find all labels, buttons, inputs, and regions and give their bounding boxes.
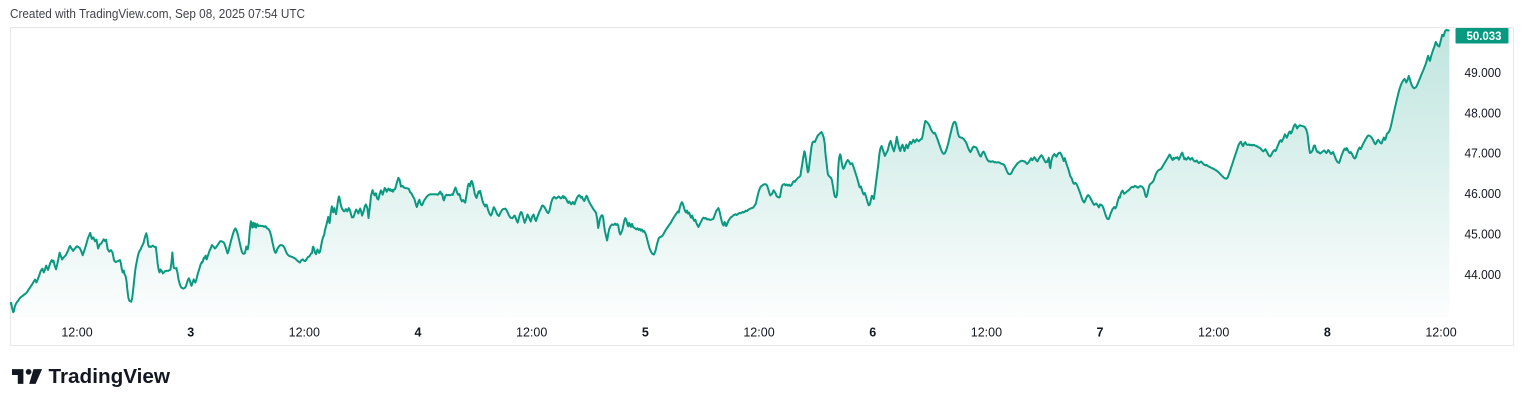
svg-text:46.000: 46.000 (1465, 187, 1502, 201)
svg-text:12:00: 12:00 (516, 326, 547, 340)
svg-text:12:00: 12:00 (971, 326, 1002, 340)
svg-text:12:00: 12:00 (1198, 326, 1229, 340)
svg-text:7: 7 (1097, 326, 1104, 340)
svg-text:8: 8 (1324, 326, 1331, 340)
svg-text:50.033: 50.033 (1467, 29, 1502, 43)
svg-text:12:00: 12:00 (289, 326, 320, 340)
svg-text:12:00: 12:00 (743, 326, 774, 340)
svg-text:12:00: 12:00 (1425, 326, 1456, 340)
svg-text:45.000: 45.000 (1465, 228, 1502, 242)
svg-text:48.000: 48.000 (1465, 106, 1502, 120)
svg-text:Created with TradingView.com,: Created with TradingView.com, Sep 08, 20… (10, 6, 305, 21)
svg-text:47.000: 47.000 (1465, 147, 1502, 161)
svg-text:49.000: 49.000 (1465, 66, 1502, 80)
svg-text:6: 6 (869, 326, 876, 340)
svg-text:44.000: 44.000 (1465, 268, 1502, 282)
svg-text:TradingView: TradingView (49, 365, 171, 388)
svg-text:12:00: 12:00 (61, 326, 92, 340)
svg-text:4: 4 (415, 326, 422, 340)
svg-text:5: 5 (642, 326, 649, 340)
svg-text:3: 3 (187, 326, 194, 340)
